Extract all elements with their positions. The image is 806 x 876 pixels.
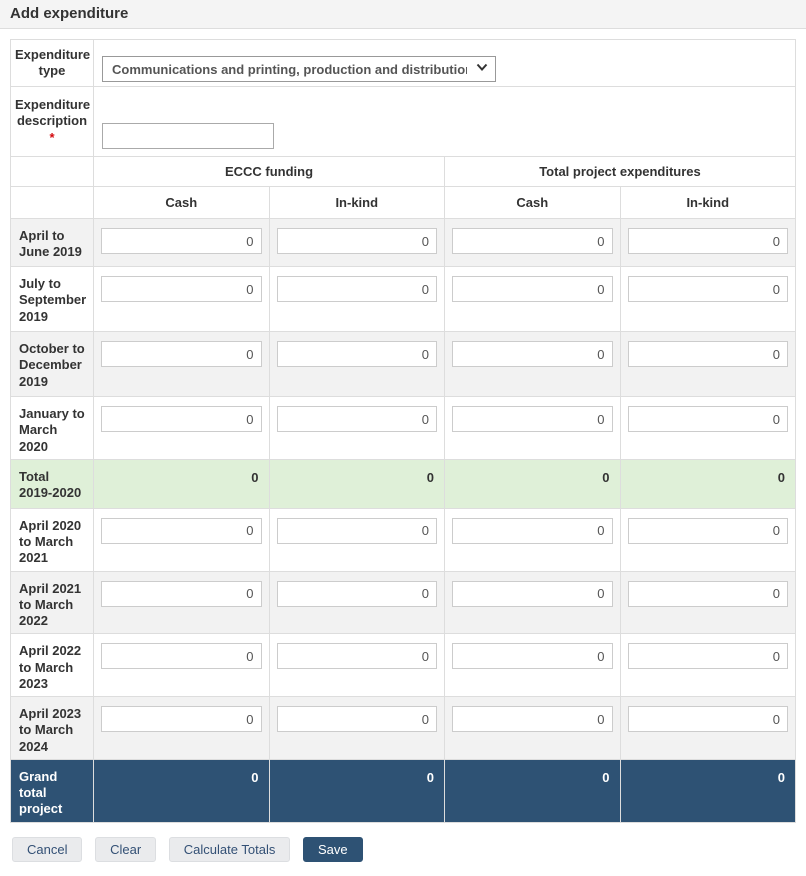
expenditure-description-label: Expenditure description *	[10, 86, 94, 157]
total-cash-input[interactable]	[452, 228, 613, 254]
expenditure-description-label-text: Expenditure description	[15, 97, 91, 129]
sub-header-row: Cash In-kind Cash In-kind	[10, 186, 796, 219]
row-label: April to June 2019	[10, 218, 94, 267]
row-label: January to March 2020	[10, 396, 94, 460]
grand-total-row: Grand total project 0 0 0 0	[10, 758, 796, 823]
expenditure-type-label: Expenditure type	[10, 39, 94, 87]
period-row: April 2021 to March 2022	[10, 570, 796, 635]
button-bar: Cancel Clear Calculate Totals Save	[12, 836, 796, 876]
eccc-inkind-input[interactable]	[276, 276, 437, 302]
total-inkind-input[interactable]	[627, 228, 788, 254]
expenditure-description-row: Expenditure description *	[10, 86, 796, 157]
subtotal-eccc-cash: 0	[93, 458, 270, 509]
period-row: July to September 2019	[10, 266, 796, 332]
period-row: April to June 2019	[10, 218, 796, 267]
eccc-cash-input[interactable]	[101, 228, 262, 254]
eccc-cash-input[interactable]	[101, 517, 262, 544]
page-header: Add expenditure	[0, 0, 806, 29]
group-header-total-project: Total project expenditures	[444, 156, 796, 187]
expenditure-type-select[interactable]: Communications and printing, production …	[102, 56, 496, 82]
form-content: Expenditure type Communications and prin…	[0, 29, 806, 876]
expenditure-type-row: Expenditure type Communications and prin…	[10, 39, 796, 87]
group-header-eccc: ECCC funding	[93, 156, 445, 187]
expenditure-description-cell	[93, 86, 796, 157]
eccc-inkind-input[interactable]	[276, 580, 437, 607]
col-header-total-inkind: In-kind	[619, 186, 796, 219]
period-row: October to December 2019	[10, 331, 796, 397]
eccc-inkind-input[interactable]	[276, 341, 437, 367]
eccc-inkind-input[interactable]	[276, 517, 437, 544]
expenditure-description-input[interactable]	[102, 123, 274, 149]
subtotal-label: Total 2019-2020	[10, 458, 94, 509]
expenditure-type-cell: Communications and printing, production …	[93, 39, 796, 87]
row-label: April 2021 to March 2022	[10, 570, 94, 635]
period-row: January to March 2020	[10, 396, 796, 460]
eccc-cash-input[interactable]	[101, 643, 262, 670]
col-header-eccc-cash: Cash	[93, 186, 270, 219]
total-inkind-input[interactable]	[627, 406, 788, 432]
blank-cell	[10, 186, 94, 219]
total-cash-input[interactable]	[452, 341, 613, 367]
eccc-inkind-input[interactable]	[276, 228, 437, 254]
row-label: April 2023 to March 2024	[10, 696, 94, 760]
grand-total-total-cash: 0	[444, 758, 621, 823]
subtotal-total-inkind: 0	[619, 458, 796, 509]
row-label: October to December 2019	[10, 331, 94, 397]
eccc-cash-input[interactable]	[101, 341, 262, 367]
clear-button[interactable]: Clear	[95, 836, 157, 862]
eccc-cash-input[interactable]	[101, 706, 262, 732]
period-row: April 2023 to March 2024	[10, 696, 796, 760]
total-inkind-input[interactable]	[627, 706, 788, 732]
expenditure-table: Expenditure type Communications and prin…	[10, 39, 796, 823]
row-label: July to September 2019	[10, 266, 94, 332]
calculate-totals-button[interactable]: Calculate Totals	[168, 836, 291, 862]
col-header-eccc-inkind: In-kind	[268, 186, 445, 219]
total-cash-input[interactable]	[452, 276, 613, 302]
eccc-cash-input[interactable]	[101, 406, 262, 432]
row-label: April 2022 to March 2023	[10, 633, 94, 697]
total-cash-input[interactable]	[452, 406, 613, 432]
grand-total-total-inkind: 0	[619, 758, 796, 823]
col-header-total-cash: Cash	[444, 186, 621, 219]
period-row: April 2020 to March 2021	[10, 507, 796, 572]
total-inkind-input[interactable]	[627, 276, 788, 302]
total-cash-input[interactable]	[452, 706, 613, 732]
cancel-button[interactable]: Cancel	[12, 836, 83, 862]
required-asterisk: *	[49, 129, 55, 145]
total-inkind-input[interactable]	[627, 517, 788, 544]
blank-cell	[10, 156, 94, 187]
page-title: Add expenditure	[10, 5, 129, 22]
eccc-inkind-input[interactable]	[276, 406, 437, 432]
grand-total-eccc-inkind: 0	[268, 758, 445, 823]
subtotal-total-cash: 0	[444, 458, 621, 509]
subtotal-eccc-inkind: 0	[268, 458, 445, 509]
subtotal-row: Total 2019-2020 0 0 0 0	[10, 458, 796, 509]
group-header-row: ECCC funding Total project expenditures	[10, 156, 796, 187]
eccc-cash-input[interactable]	[101, 580, 262, 607]
total-cash-input[interactable]	[452, 517, 613, 544]
total-inkind-input[interactable]	[627, 341, 788, 367]
eccc-inkind-input[interactable]	[276, 706, 437, 732]
total-cash-input[interactable]	[452, 643, 613, 670]
row-label: April 2020 to March 2021	[10, 507, 94, 572]
total-cash-input[interactable]	[452, 580, 613, 607]
grand-total-label: Grand total project	[10, 758, 94, 823]
grand-total-eccc-cash: 0	[93, 758, 270, 823]
period-row: April 2022 to March 2023	[10, 633, 796, 697]
eccc-inkind-input[interactable]	[276, 643, 437, 670]
total-inkind-input[interactable]	[627, 643, 788, 670]
total-inkind-input[interactable]	[627, 580, 788, 607]
save-button[interactable]: Save	[302, 836, 363, 862]
eccc-cash-input[interactable]	[101, 276, 262, 302]
